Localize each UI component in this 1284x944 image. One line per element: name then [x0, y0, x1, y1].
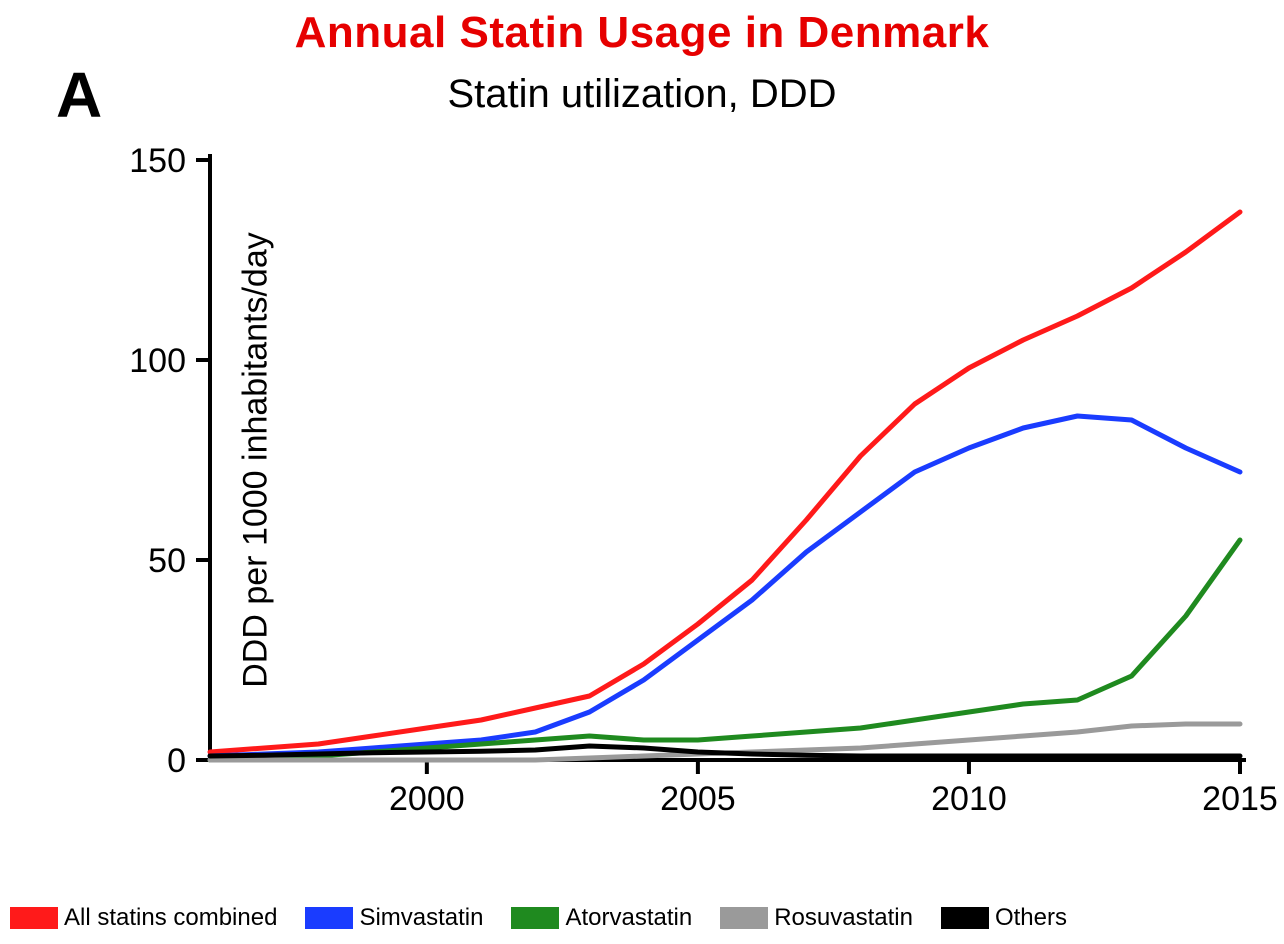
main-title: Annual Statin Usage in Denmark — [0, 8, 1284, 58]
y-tick-label: 150 — [129, 142, 186, 180]
series-line — [210, 212, 1240, 752]
legend: All statins combined Simvastatin Atorvasta… — [0, 904, 1284, 932]
legend-swatch — [305, 907, 353, 929]
legend-swatch — [941, 907, 989, 929]
legend-label: Rosuvastatin — [774, 904, 913, 932]
legend-item: All statins combined — [10, 904, 277, 932]
chart-plot-area: 0501001502000200520102015 — [170, 140, 1250, 830]
y-tick-label: 50 — [148, 542, 186, 580]
legend-swatch — [10, 907, 58, 929]
y-tick-label: 0 — [167, 742, 186, 780]
legend-item: Simvastatin — [305, 904, 483, 932]
x-tick-label: 2000 — [389, 780, 465, 818]
chart-title: Statin utilization, DDD — [0, 72, 1284, 117]
legend-label: Atorvastatin — [565, 904, 692, 932]
legend-label: Others — [995, 904, 1067, 932]
legend-swatch — [511, 907, 559, 929]
x-tick-label: 2005 — [660, 780, 736, 818]
chart-svg: 0501001502000200520102015 — [170, 140, 1250, 830]
series-line — [210, 540, 1240, 760]
legend-item: Atorvastatin — [511, 904, 692, 932]
legend-label: All statins combined — [64, 904, 277, 932]
legend-label: Simvastatin — [359, 904, 483, 932]
legend-item: Rosuvastatin — [720, 904, 913, 932]
series-line — [210, 416, 1240, 756]
y-tick-label: 100 — [129, 342, 186, 380]
legend-swatch — [720, 907, 768, 929]
page: Annual Statin Usage in Denmark A Statin … — [0, 0, 1284, 944]
x-tick-label: 2015 — [1202, 780, 1278, 818]
x-tick-label: 2010 — [931, 780, 1007, 818]
legend-item: Others — [941, 904, 1067, 932]
